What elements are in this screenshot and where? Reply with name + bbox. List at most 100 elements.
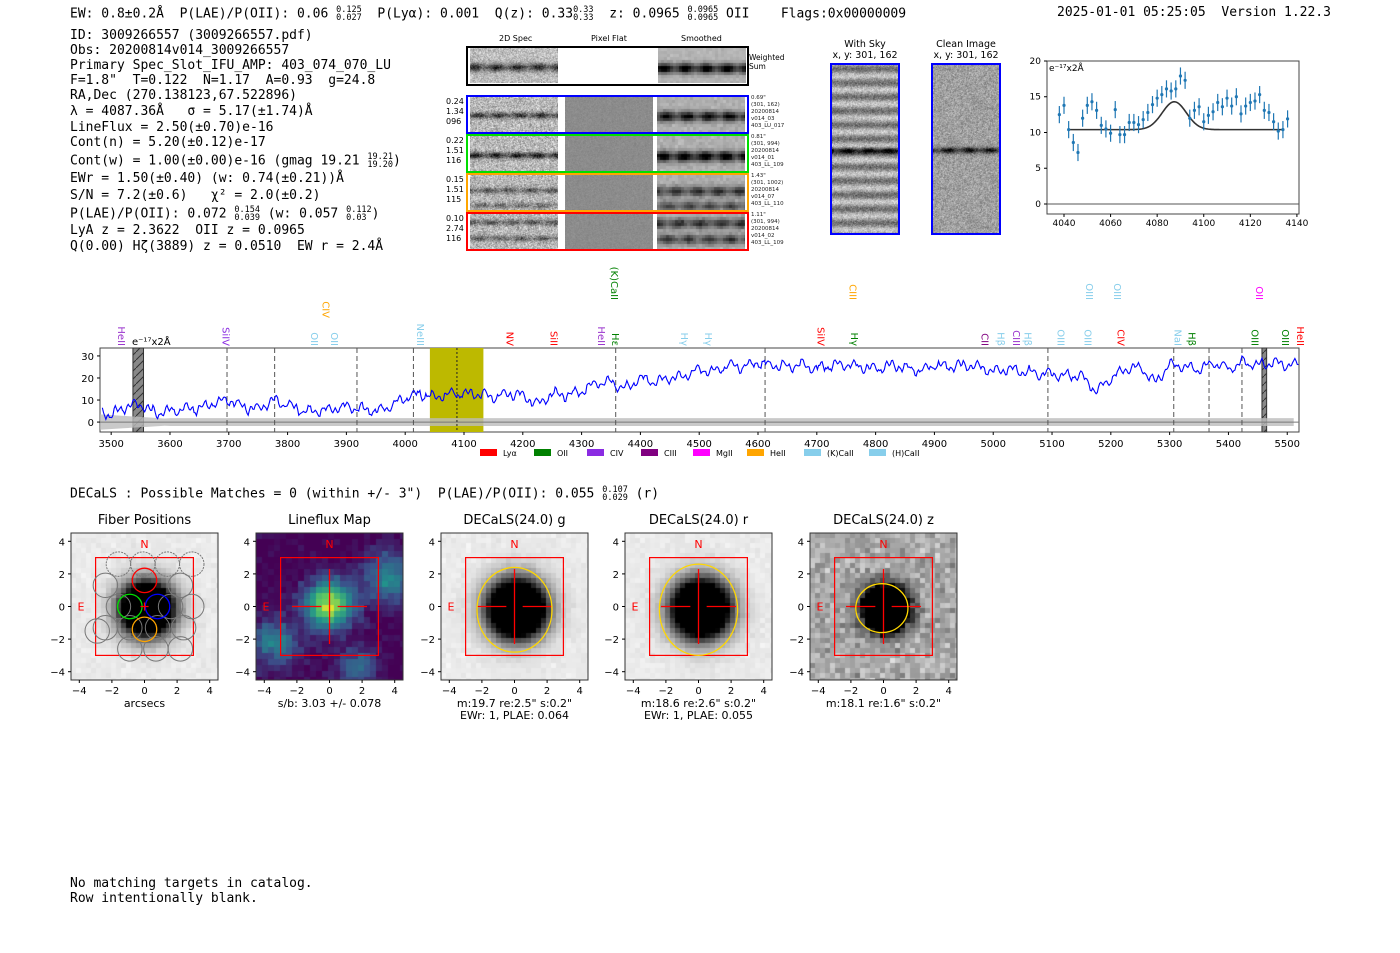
model-fit-line bbox=[1068, 100, 1283, 131]
emission-line-label: CIV bbox=[319, 301, 330, 318]
legend-swatch bbox=[480, 449, 497, 456]
x-tick-label: −2 bbox=[475, 686, 490, 697]
x-tick-label: −4 bbox=[257, 686, 272, 697]
fiber-circle bbox=[130, 551, 156, 577]
panel-title: DECaLS(24.0) g bbox=[463, 513, 566, 528]
emission-line-label: CIII bbox=[847, 284, 858, 300]
data-point bbox=[1160, 93, 1164, 97]
x-tick-label: 4000 bbox=[392, 439, 417, 450]
flags: Flags:0x00000009 bbox=[780, 6, 907, 22]
legend-label: CIII bbox=[664, 449, 677, 458]
data-point bbox=[1225, 96, 1229, 100]
data-point bbox=[1169, 89, 1173, 93]
data-point bbox=[1258, 93, 1262, 97]
plae-range: 0.154 0.039 bbox=[234, 205, 260, 223]
data-point bbox=[1132, 120, 1136, 125]
with-sky-label: With Sky x, y: 301, 162 bbox=[831, 39, 899, 61]
upper: 0.33 bbox=[573, 5, 594, 15]
x-tick-label: −2 bbox=[105, 686, 120, 697]
y-tick-label: 2 bbox=[613, 570, 619, 581]
y-tick-label: 5 bbox=[1035, 164, 1041, 174]
fiber-2d-spec bbox=[470, 136, 558, 171]
x-tick-label: 4200 bbox=[510, 439, 535, 450]
y-tick-label: 2 bbox=[59, 570, 65, 581]
paren: ) bbox=[371, 206, 380, 222]
band: (r) bbox=[635, 486, 660, 502]
data-point bbox=[1230, 104, 1234, 108]
y-tick-label: 20 bbox=[81, 374, 94, 385]
clean-image bbox=[933, 65, 999, 233]
data-point bbox=[1071, 140, 1075, 145]
data-point bbox=[1211, 110, 1215, 114]
weighted-sum-frame bbox=[466, 46, 749, 86]
emission-line-label: HeII bbox=[595, 326, 606, 346]
emission-line-label: OII bbox=[308, 332, 319, 346]
fiber-circle bbox=[143, 636, 169, 662]
fiber-circle bbox=[92, 572, 119, 599]
data-point bbox=[1178, 74, 1183, 78]
y-tick-label: −2 bbox=[604, 635, 619, 646]
data-point bbox=[1239, 112, 1243, 116]
emission-line-label: Hβ bbox=[1021, 332, 1032, 346]
fiber-circle bbox=[117, 636, 143, 662]
lineflux: LineFlux = 2.50(±0.70)e-16 bbox=[70, 120, 274, 135]
fiber-smoothed bbox=[657, 97, 745, 132]
data-point bbox=[1099, 123, 1103, 127]
x-tick-label: 4 bbox=[761, 686, 767, 697]
panel-caption: s/b: 3.03 +/- 0.078 bbox=[277, 697, 382, 710]
source-ellipse bbox=[855, 583, 909, 634]
legend-swatch bbox=[534, 449, 551, 456]
data-point bbox=[1206, 113, 1211, 117]
y-tick-label: −2 bbox=[789, 635, 804, 646]
data-point bbox=[1067, 128, 1071, 132]
emission-line-label: Hγ bbox=[702, 333, 713, 347]
x-tick-label: 4140 bbox=[1285, 219, 1308, 229]
fiber-pixel-flat bbox=[565, 214, 653, 249]
panel-caption: arcsecs bbox=[123, 697, 166, 710]
fiber-params: F=1.8" T=0.122 N=1.17 A=0.93 g=24.8 bbox=[70, 73, 376, 88]
fiber-pixel-flat bbox=[565, 97, 653, 132]
x-tick-label: 3800 bbox=[275, 439, 300, 450]
data-point bbox=[1104, 127, 1108, 131]
y-tick-label: 2 bbox=[244, 570, 250, 581]
x-tick-label: −2 bbox=[659, 686, 674, 697]
weighted-sum-2d bbox=[470, 48, 558, 83]
fiber-row-weights: 0.24 1.34 096 bbox=[446, 97, 464, 126]
x-tick-label: 4700 bbox=[804, 439, 829, 450]
timestamp-version: 2025-01-01 05:25:05 Version 1.22.3 bbox=[1057, 5, 1331, 20]
upper: 0.154 bbox=[234, 205, 260, 215]
selected-fiber-circle bbox=[131, 616, 158, 643]
ew-rest: EWr = 1.50(±0.40) (w: 0.74(±0.21))Å bbox=[70, 171, 344, 186]
fiber-pixel-flat bbox=[565, 175, 653, 210]
east-label: E bbox=[262, 601, 269, 614]
x-tick-label: 4 bbox=[946, 686, 952, 697]
z-value: z: 0.0965 bbox=[609, 6, 680, 22]
x-tick-label: 4600 bbox=[745, 439, 770, 450]
lower: 0.0965 bbox=[687, 13, 719, 23]
upper: 0.125 bbox=[336, 5, 362, 15]
emission-line-label: HeII bbox=[1294, 326, 1305, 346]
emission-line-label: SiII bbox=[547, 331, 558, 346]
legend-label: CIV bbox=[610, 449, 624, 458]
x-tick-label: 5000 bbox=[980, 439, 1005, 450]
data-point bbox=[1272, 120, 1276, 124]
panel-title: DECaLS(24.0) r bbox=[648, 513, 749, 528]
data-point bbox=[1057, 113, 1061, 117]
plya-value: P(Lyα): 0.001 bbox=[377, 6, 480, 22]
ew-value: EW: 0.8±0.2Å bbox=[70, 6, 164, 22]
emission-line-label: CII bbox=[978, 333, 989, 346]
x-tick-label: 5500 bbox=[1275, 439, 1300, 450]
y-tick-label: 30 bbox=[81, 352, 94, 363]
title: Clean Image bbox=[936, 39, 996, 50]
y-tick-label: 0 bbox=[88, 418, 94, 429]
fiber-circle bbox=[167, 636, 194, 662]
y-tick-label: 4 bbox=[244, 537, 250, 548]
x-tick-label: 4400 bbox=[628, 439, 653, 450]
weighted-sum-label: Weighted Sum bbox=[749, 53, 785, 71]
y-tick-label: −4 bbox=[789, 668, 804, 679]
lower: 0.039 bbox=[234, 213, 260, 223]
data-point bbox=[1076, 150, 1080, 155]
x-tick-label: 3600 bbox=[157, 439, 182, 450]
legend-swatch bbox=[804, 449, 821, 456]
data-point bbox=[1118, 133, 1122, 137]
